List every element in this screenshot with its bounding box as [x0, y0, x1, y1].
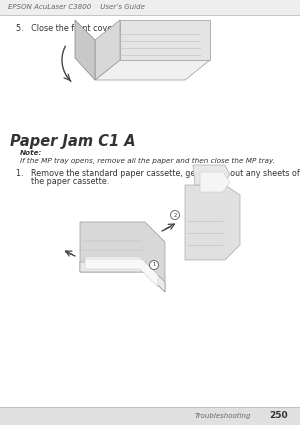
Text: If the MP tray opens, remove all the paper and then close the MP tray.: If the MP tray opens, remove all the pap…	[20, 158, 275, 164]
Polygon shape	[193, 165, 230, 185]
Text: 2: 2	[173, 212, 177, 218]
Text: EPSON AcuLaser C3800    User’s Guide: EPSON AcuLaser C3800 User’s Guide	[8, 4, 145, 10]
Text: 250: 250	[269, 411, 288, 420]
Polygon shape	[185, 185, 240, 260]
Bar	[0, 407, 300, 425]
Bar	[0, 0, 300, 15]
Polygon shape	[95, 20, 120, 80]
Text: 1: 1	[152, 263, 156, 267]
Polygon shape	[200, 172, 230, 192]
Circle shape	[149, 261, 158, 269]
Text: 1.   Remove the standard paper cassette, gently pull out any sheets of paper, an: 1. Remove the standard paper cassette, g…	[16, 169, 300, 178]
Text: Paper Jam C1 A: Paper Jam C1 A	[10, 134, 136, 149]
Circle shape	[170, 210, 179, 219]
Polygon shape	[75, 20, 95, 80]
Polygon shape	[120, 20, 210, 60]
Polygon shape	[80, 262, 165, 292]
Polygon shape	[85, 257, 158, 287]
Text: Note:: Note:	[20, 150, 42, 156]
Polygon shape	[80, 222, 165, 292]
Text: the paper cassette.: the paper cassette.	[16, 177, 109, 186]
Text: 5.   Close the front cover.: 5. Close the front cover.	[16, 24, 117, 33]
Polygon shape	[95, 60, 210, 80]
Text: Troubleshooting: Troubleshooting	[195, 413, 251, 419]
